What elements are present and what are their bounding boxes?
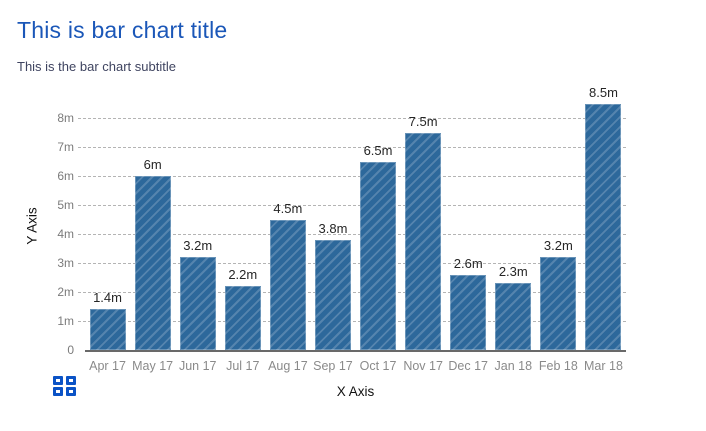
bar-value-label: 8.5m (589, 84, 618, 100)
x-tick-label: Nov 17 (403, 359, 443, 373)
gridline (78, 321, 626, 323)
y-tick-label: 2m (57, 285, 74, 300)
x-tick-label: Aug 17 (268, 359, 308, 373)
x-axis-line (85, 350, 626, 352)
chart-title: This is bar chart title (17, 17, 228, 43)
bar-value-label: 2.3m (498, 264, 528, 280)
bar-value-label: 2.2m (228, 267, 258, 283)
grid-icon (53, 387, 63, 396)
chart-subtitle: This is the bar chart subtitle (17, 59, 176, 74)
bar-value-label: 3.2m (543, 238, 573, 254)
y-tick-label: 3m (57, 256, 74, 271)
gridline (78, 205, 626, 207)
grid-icon (53, 376, 63, 385)
bar-nov-17[interactable] (405, 132, 442, 350)
bar-value-label: 3.2m (183, 238, 213, 254)
x-tick-label: Feb 18 (538, 359, 578, 373)
y-tick-label: 7m (57, 140, 74, 155)
x-axis-title: X Axis (336, 384, 375, 399)
bar-aug-17[interactable] (269, 219, 306, 350)
x-tick-label: Jan 18 (494, 359, 533, 373)
gridline (78, 118, 626, 120)
bar-may-17[interactable] (134, 176, 171, 350)
gridline (78, 263, 626, 265)
bar-mar-18[interactable] (585, 103, 622, 350)
bar-oct-17[interactable] (360, 161, 397, 350)
x-tick-label: Sep 17 (313, 359, 353, 373)
plot-area: 0 1m 2m 3m 4m 5m 6m 7m 8m 1.4m Apr 17 6m May 17 3.2m J… (57, 85, 626, 373)
gridline (78, 292, 626, 294)
x-tick-label: May 17 (132, 359, 174, 373)
x-tick-label: Mar 18 (584, 359, 623, 373)
bar-jul-17[interactable] (224, 286, 261, 350)
y-tick-label: 5m (57, 198, 74, 213)
x-tick-label: Apr 17 (89, 359, 126, 373)
bar-jun-17[interactable] (179, 257, 216, 350)
bar-value-label: 7.5m (408, 113, 438, 129)
bar-apr-17[interactable] (89, 309, 126, 350)
gridline (78, 234, 626, 236)
x-tick-label: Oct 17 (359, 359, 397, 373)
y-tick-label: 1m (57, 314, 74, 329)
chart-menu-button[interactable] (53, 376, 76, 396)
grid-icon (66, 387, 76, 396)
y-tick-label: 6m (57, 169, 74, 184)
bar-value-label: 4.5m (273, 200, 303, 216)
bar-jan-18[interactable] (495, 283, 532, 350)
x-tick-label: Dec 17 (448, 359, 489, 373)
bar-value-label: 1.4m (93, 290, 122, 306)
x-tick-label: Jul 17 (226, 359, 260, 373)
gridline (78, 176, 626, 178)
bar-value-label: 6.5m (363, 142, 393, 158)
bar-value-label: 6m (143, 157, 162, 173)
y-tick-label: 0 (67, 343, 74, 357)
bar-sep-17[interactable] (314, 239, 351, 350)
bar-dec-17[interactable] (450, 274, 487, 350)
bar-value-label: 3.8m (318, 220, 348, 236)
y-tick-label: 8m (57, 111, 74, 126)
y-axis-title: Y Axis (24, 207, 40, 245)
grid-icon (66, 376, 76, 385)
bar-feb-18[interactable] (540, 257, 577, 350)
y-tick-label: 4m (57, 227, 74, 242)
gridline (78, 147, 626, 149)
x-tick-label: Jun 17 (178, 359, 217, 373)
bar-value-label: 2.6m (453, 255, 483, 271)
